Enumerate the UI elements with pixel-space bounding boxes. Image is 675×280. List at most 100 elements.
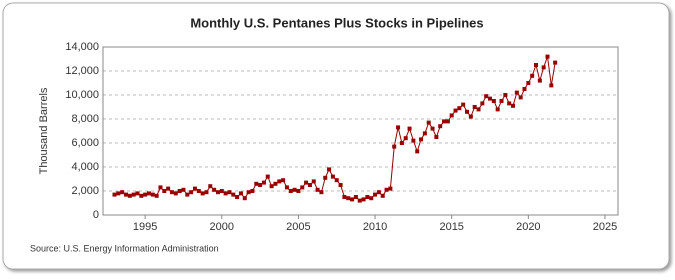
y-tick-label: 12,000 [65, 65, 99, 77]
y-tick-label: 14,000 [65, 41, 99, 53]
point [357, 198, 362, 203]
point [258, 183, 263, 187]
point [465, 109, 470, 114]
point [407, 126, 412, 131]
chart-title: Monthly U.S. Pentanes Plus Stocks in Pip… [190, 15, 483, 30]
point [242, 196, 247, 201]
point [514, 90, 519, 95]
point [254, 181, 259, 186]
point [346, 196, 351, 201]
point [392, 144, 397, 149]
point [196, 189, 201, 193]
point [215, 190, 220, 195]
point [327, 167, 332, 172]
point [384, 187, 389, 192]
point [361, 197, 366, 202]
point [449, 113, 454, 118]
point [146, 191, 151, 196]
point [403, 136, 408, 141]
point [300, 185, 305, 190]
point [484, 94, 489, 99]
point [269, 184, 274, 189]
frame [2, 2, 670, 270]
point [265, 174, 270, 179]
point [311, 179, 316, 184]
point [503, 93, 508, 97]
point [453, 108, 458, 113]
point [208, 184, 213, 189]
point [365, 195, 370, 199]
point [511, 103, 516, 108]
point [120, 190, 125, 195]
point [181, 187, 186, 192]
point [177, 189, 182, 193]
point [315, 187, 320, 192]
source: Source: U.S. Energy Information Administ… [30, 243, 219, 253]
point [261, 180, 266, 185]
point [238, 191, 243, 196]
point [533, 63, 538, 67]
point [419, 137, 424, 142]
point [457, 106, 462, 111]
point [158, 185, 163, 190]
point [399, 141, 404, 145]
point [112, 192, 117, 197]
point [135, 191, 140, 196]
point [541, 65, 546, 70]
point [491, 99, 496, 103]
point [338, 183, 343, 187]
point [522, 87, 527, 91]
point [545, 54, 550, 59]
point [369, 196, 374, 201]
y-tick-label: 6,000 [71, 137, 99, 149]
point [461, 102, 466, 107]
point [127, 193, 132, 198]
point [468, 114, 473, 119]
point [334, 178, 339, 183]
point [296, 189, 301, 193]
point [219, 189, 224, 193]
point [212, 187, 217, 192]
point [288, 189, 293, 193]
point [434, 135, 439, 139]
x-tick-label: 2025 [593, 221, 617, 233]
point [411, 138, 416, 143]
point [388, 186, 393, 191]
point [380, 193, 385, 198]
point [154, 193, 159, 198]
point [131, 192, 136, 197]
point [189, 190, 194, 195]
point [495, 107, 500, 112]
point [284, 185, 289, 190]
point [273, 181, 278, 186]
point [281, 178, 286, 183]
x-tick-label: 2015 [439, 221, 463, 233]
point [376, 190, 381, 195]
point [445, 119, 450, 124]
point [139, 193, 144, 198]
point [169, 190, 174, 195]
point [304, 180, 309, 185]
point [442, 119, 447, 124]
point [537, 78, 542, 83]
point [438, 124, 443, 129]
plot-border [102, 46, 619, 216]
x-tick-label: 1995 [133, 221, 157, 233]
point [350, 197, 355, 202]
point [116, 191, 121, 196]
y-axis-label: Thousand Barrels [38, 87, 50, 174]
point [166, 186, 171, 191]
point [323, 175, 328, 180]
y-tick-label: 0 [93, 209, 99, 221]
point [235, 195, 240, 199]
point [185, 192, 190, 197]
point [422, 131, 427, 136]
point [430, 126, 435, 131]
point [530, 73, 535, 78]
x-tick-label: 2000 [210, 221, 234, 233]
point [549, 83, 554, 88]
point [426, 120, 431, 125]
point [396, 125, 401, 130]
point [250, 189, 255, 193]
point [200, 191, 205, 196]
